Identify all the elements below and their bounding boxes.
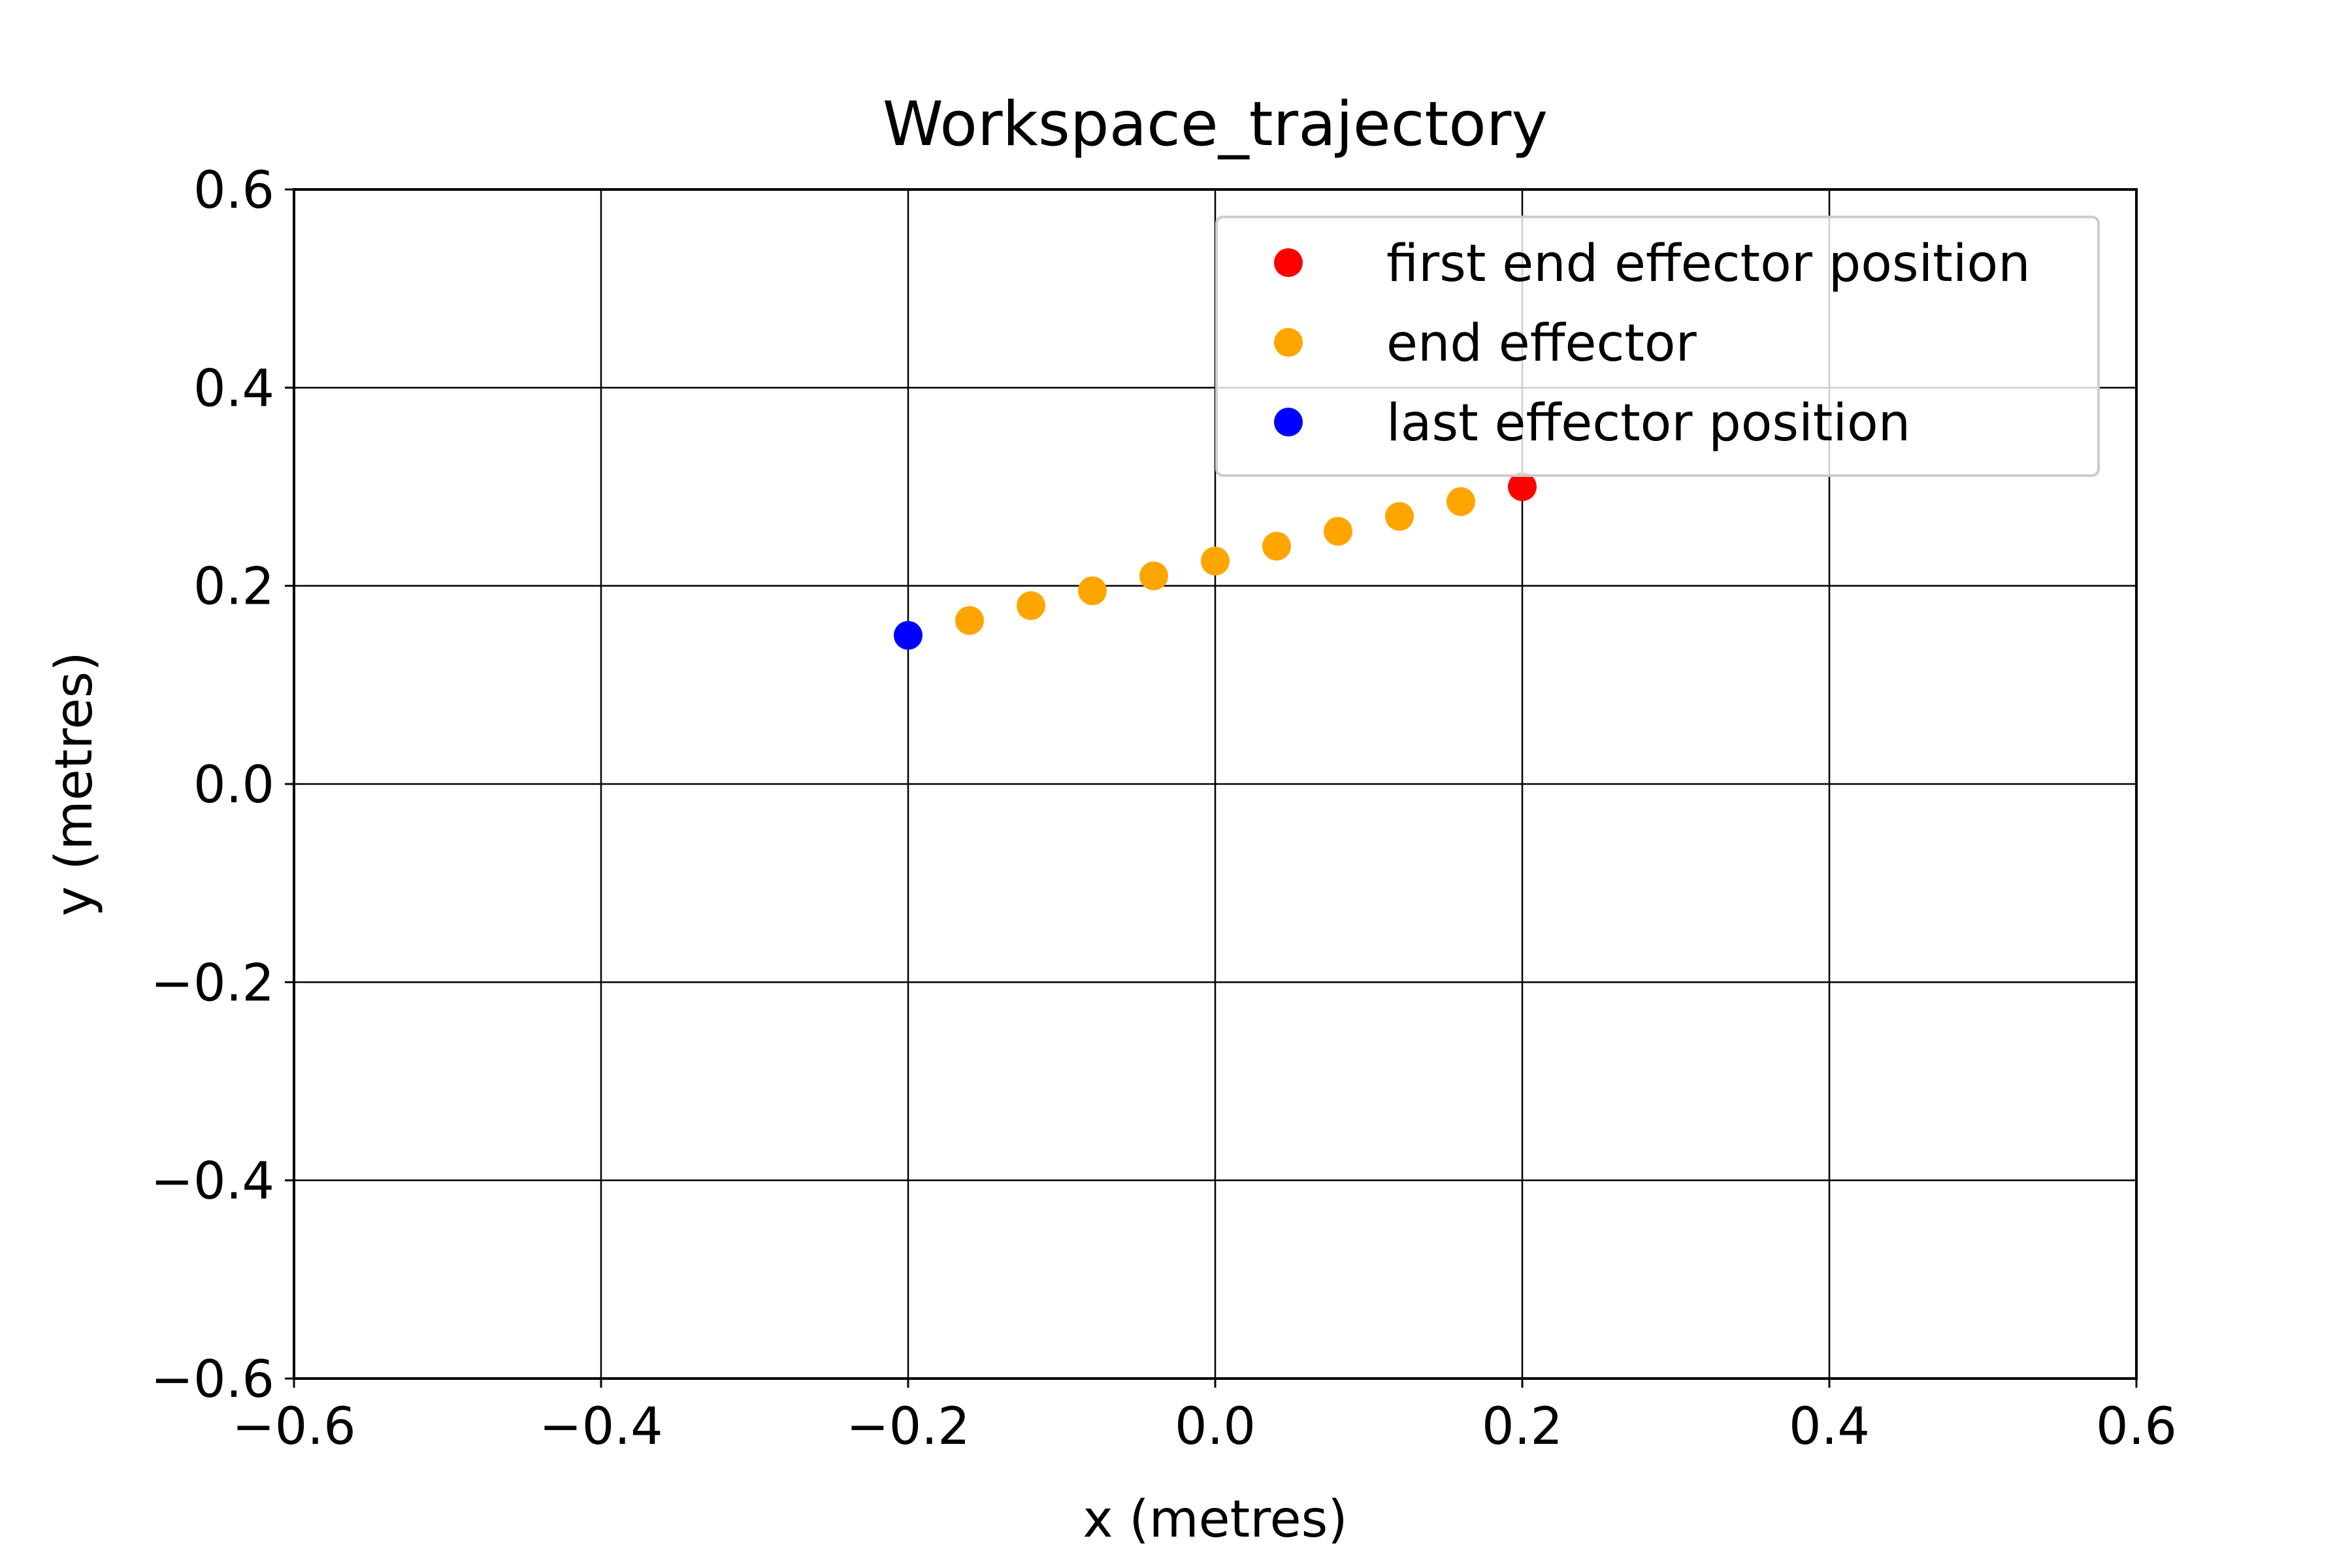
data-point-series-0 <box>1508 472 1537 501</box>
axes-frame <box>293 188 2138 1380</box>
legend-label: last effector position <box>1386 394 1910 453</box>
y-tick-label: −0.4 <box>151 1152 274 1211</box>
data-point-series-1 <box>955 606 984 635</box>
data-point-series-1 <box>1201 546 1230 576</box>
data-points <box>894 472 1537 650</box>
y-tick-label: 0.2 <box>193 558 274 617</box>
legend-label: end effector <box>1386 314 1697 373</box>
x-tick-label: 0.4 <box>1789 1397 1870 1456</box>
data-point-series-1 <box>1324 517 1352 546</box>
x-tick-label: 0.0 <box>1175 1397 1256 1456</box>
y-tick-label: 0.6 <box>193 161 274 220</box>
data-point-series-1 <box>1078 576 1107 606</box>
legend-marker <box>1274 248 1303 277</box>
data-point-series-1 <box>1446 487 1475 516</box>
data-point-series-2 <box>894 621 923 650</box>
chart-title: Workspace_trajectory <box>883 89 1548 160</box>
legend-marker <box>1274 328 1303 357</box>
y-tick-label: −0.6 <box>151 1350 274 1409</box>
legend-label: first end effector position <box>1386 235 2031 293</box>
data-point-series-1 <box>1385 502 1414 531</box>
legend-marker <box>1274 408 1303 436</box>
x-axis-label: x (metres) <box>1083 1490 1347 1549</box>
y-tick-label: 0.4 <box>193 359 274 418</box>
data-point-series-1 <box>1017 591 1045 620</box>
x-tick-label: −0.4 <box>539 1397 662 1456</box>
data-point-series-1 <box>1262 532 1291 561</box>
x-tick-label: −0.6 <box>232 1397 355 1456</box>
x-tick-label: 0.2 <box>1482 1397 1563 1456</box>
y-tick-label: 0.0 <box>193 756 274 815</box>
x-tick-label: 0.6 <box>2096 1397 2177 1456</box>
legend: first end effector position end effector l… <box>1215 216 2100 477</box>
y-axis-label: y (metres) <box>45 651 104 916</box>
x-tick-label: −0.2 <box>846 1397 970 1456</box>
data-point-series-1 <box>1139 561 1168 591</box>
axis-ticks: −0.6 −0.4 −0.2 0.0 0.2 0.4 0.6 −0.6 −0.4 −0.2 0.0 0… <box>151 161 2177 1456</box>
legend-box <box>1215 216 2100 477</box>
y-tick-label: −0.2 <box>151 954 274 1013</box>
